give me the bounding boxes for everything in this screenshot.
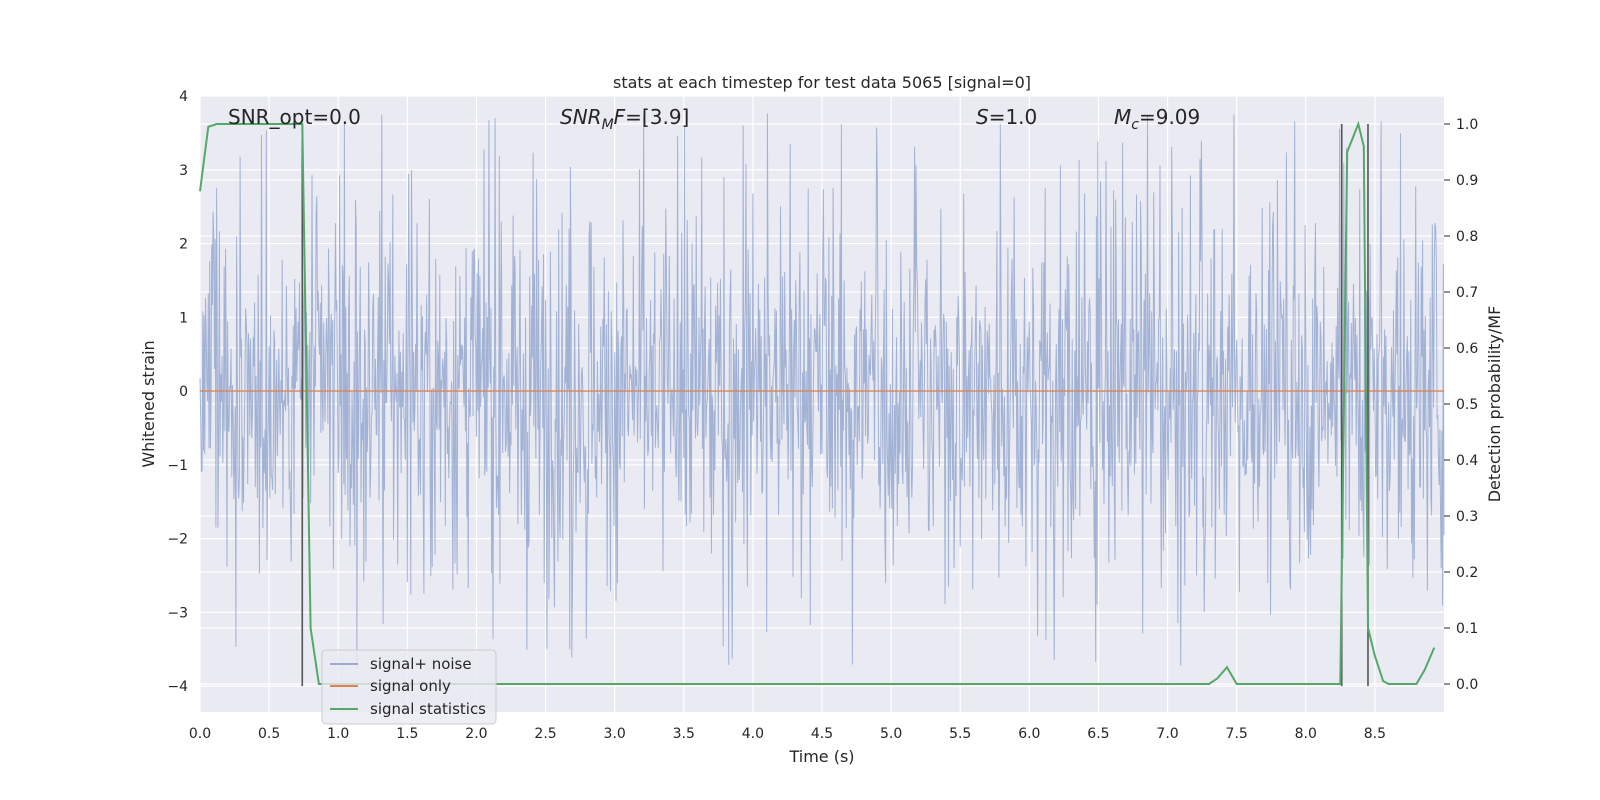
y2-tick-label: 0.9 [1456, 173, 1478, 189]
x-tick-label: 0.0 [189, 726, 211, 742]
y2-tick-labels: 1.0 0.9 0.8 0.7 0.6 0.5 0.4 0.3 0.2 0.1 0.0 [1444, 117, 1478, 693]
y-tick-label: −4 [167, 679, 188, 695]
x-tick-label: 7.5 [1226, 726, 1248, 742]
annotation-s-main: S [976, 105, 989, 129]
annotation-mc-sub: c [1131, 117, 1139, 133]
annotation-mc-value: =9.09 [1139, 105, 1200, 129]
y-tick-labels: 4 3 2 1 0 −1 −2 −3 −4 [167, 89, 188, 695]
signal-noise-series [199, 113, 1445, 669]
legend-label-stats: signal statistics [370, 700, 486, 718]
noise-line [199, 113, 1445, 669]
x-tick-label: 1.0 [327, 726, 349, 742]
annotation-snr-mf-value: =[3.9] [625, 105, 689, 129]
annotation-mc-main: M [1114, 105, 1131, 129]
annotation-snr-mf-sub: M [602, 117, 614, 133]
x-tick-label: 2.0 [465, 726, 487, 742]
y2-tick-label: 0.2 [1456, 565, 1478, 581]
y2-tick-label: 0.4 [1456, 453, 1478, 469]
x-tick-label: 7.0 [1156, 726, 1178, 742]
x-tick-label: 4.0 [742, 726, 764, 742]
annotation-s-value: =1.0 [989, 105, 1038, 129]
x-tick-label: 2.5 [534, 726, 556, 742]
y-tick-label: −1 [167, 458, 188, 474]
legend-box [321, 649, 497, 725]
x-tick-label: 6.0 [1018, 726, 1040, 742]
annotation-s: S=1.0 [976, 105, 1037, 129]
y-tick-label: −2 [167, 532, 188, 548]
x-tick-label: 5.5 [949, 726, 971, 742]
y2-tick-label: 0.7 [1456, 285, 1478, 301]
annotation-snr-opt: SNR_opt=0.0 [228, 105, 361, 129]
y-tick-label: 4 [179, 89, 188, 105]
x-axis-label: Time (s) [788, 747, 854, 766]
y2-tick-label: 0.3 [1456, 509, 1478, 525]
x-tick-label: 1.5 [396, 726, 418, 742]
x-tick-label: 8.5 [1364, 726, 1386, 742]
annotation-snr-mf: SNRMF=[3.9] [560, 105, 689, 133]
y-tick-label: 2 [179, 237, 188, 253]
annotation-snr-mf-f: F [614, 105, 626, 129]
x-tick-label: 3.5 [673, 726, 695, 742]
x-tick-label: 6.5 [1087, 726, 1109, 742]
y2-tick-label: 0.5 [1456, 397, 1478, 413]
y-tick-label: 3 [179, 163, 188, 179]
annotation-snr-mf-main: SNR [560, 105, 602, 129]
y-tick-label: 1 [179, 310, 188, 326]
y2-tick-label: 1.0 [1456, 117, 1478, 133]
signal-statistics-line [199, 120, 1436, 685]
y-tick-label: −3 [167, 605, 188, 621]
chart-title: stats at each timestep for test data 506… [613, 73, 1031, 92]
y2-tick-label: 0.6 [1456, 341, 1478, 357]
y2-axis-label: Detection probability/MF [1485, 306, 1504, 503]
y2-tick-label: 0.0 [1456, 677, 1478, 693]
signal-statistics-series [199, 120, 1436, 685]
y2-tick-label: 0.8 [1456, 229, 1478, 245]
y2-tick-label: 0.1 [1456, 621, 1478, 637]
annotation-mc: Mc=9.09 [1114, 105, 1200, 133]
x-tick-label: 3.0 [604, 726, 626, 742]
x-tick-label: 4.5 [811, 726, 833, 742]
x-tick-label: 0.5 [258, 726, 280, 742]
x-tick-label: 8.0 [1295, 726, 1317, 742]
y-axis-label: Whitened strain [139, 340, 158, 467]
legend: signal+ noise signal only signal statist… [321, 649, 497, 725]
legend-label-signal: signal only [370, 677, 451, 695]
x-tick-label: 5.0 [880, 726, 902, 742]
y-tick-label: 0 [179, 384, 188, 400]
x-tick-labels: 0.0 0.5 1.0 1.5 2.0 2.5 3.0 3.5 4.0 4.5 5.0 5.5 6.0 6… [189, 726, 1386, 742]
legend-label-noise: signal+ noise [370, 655, 472, 673]
